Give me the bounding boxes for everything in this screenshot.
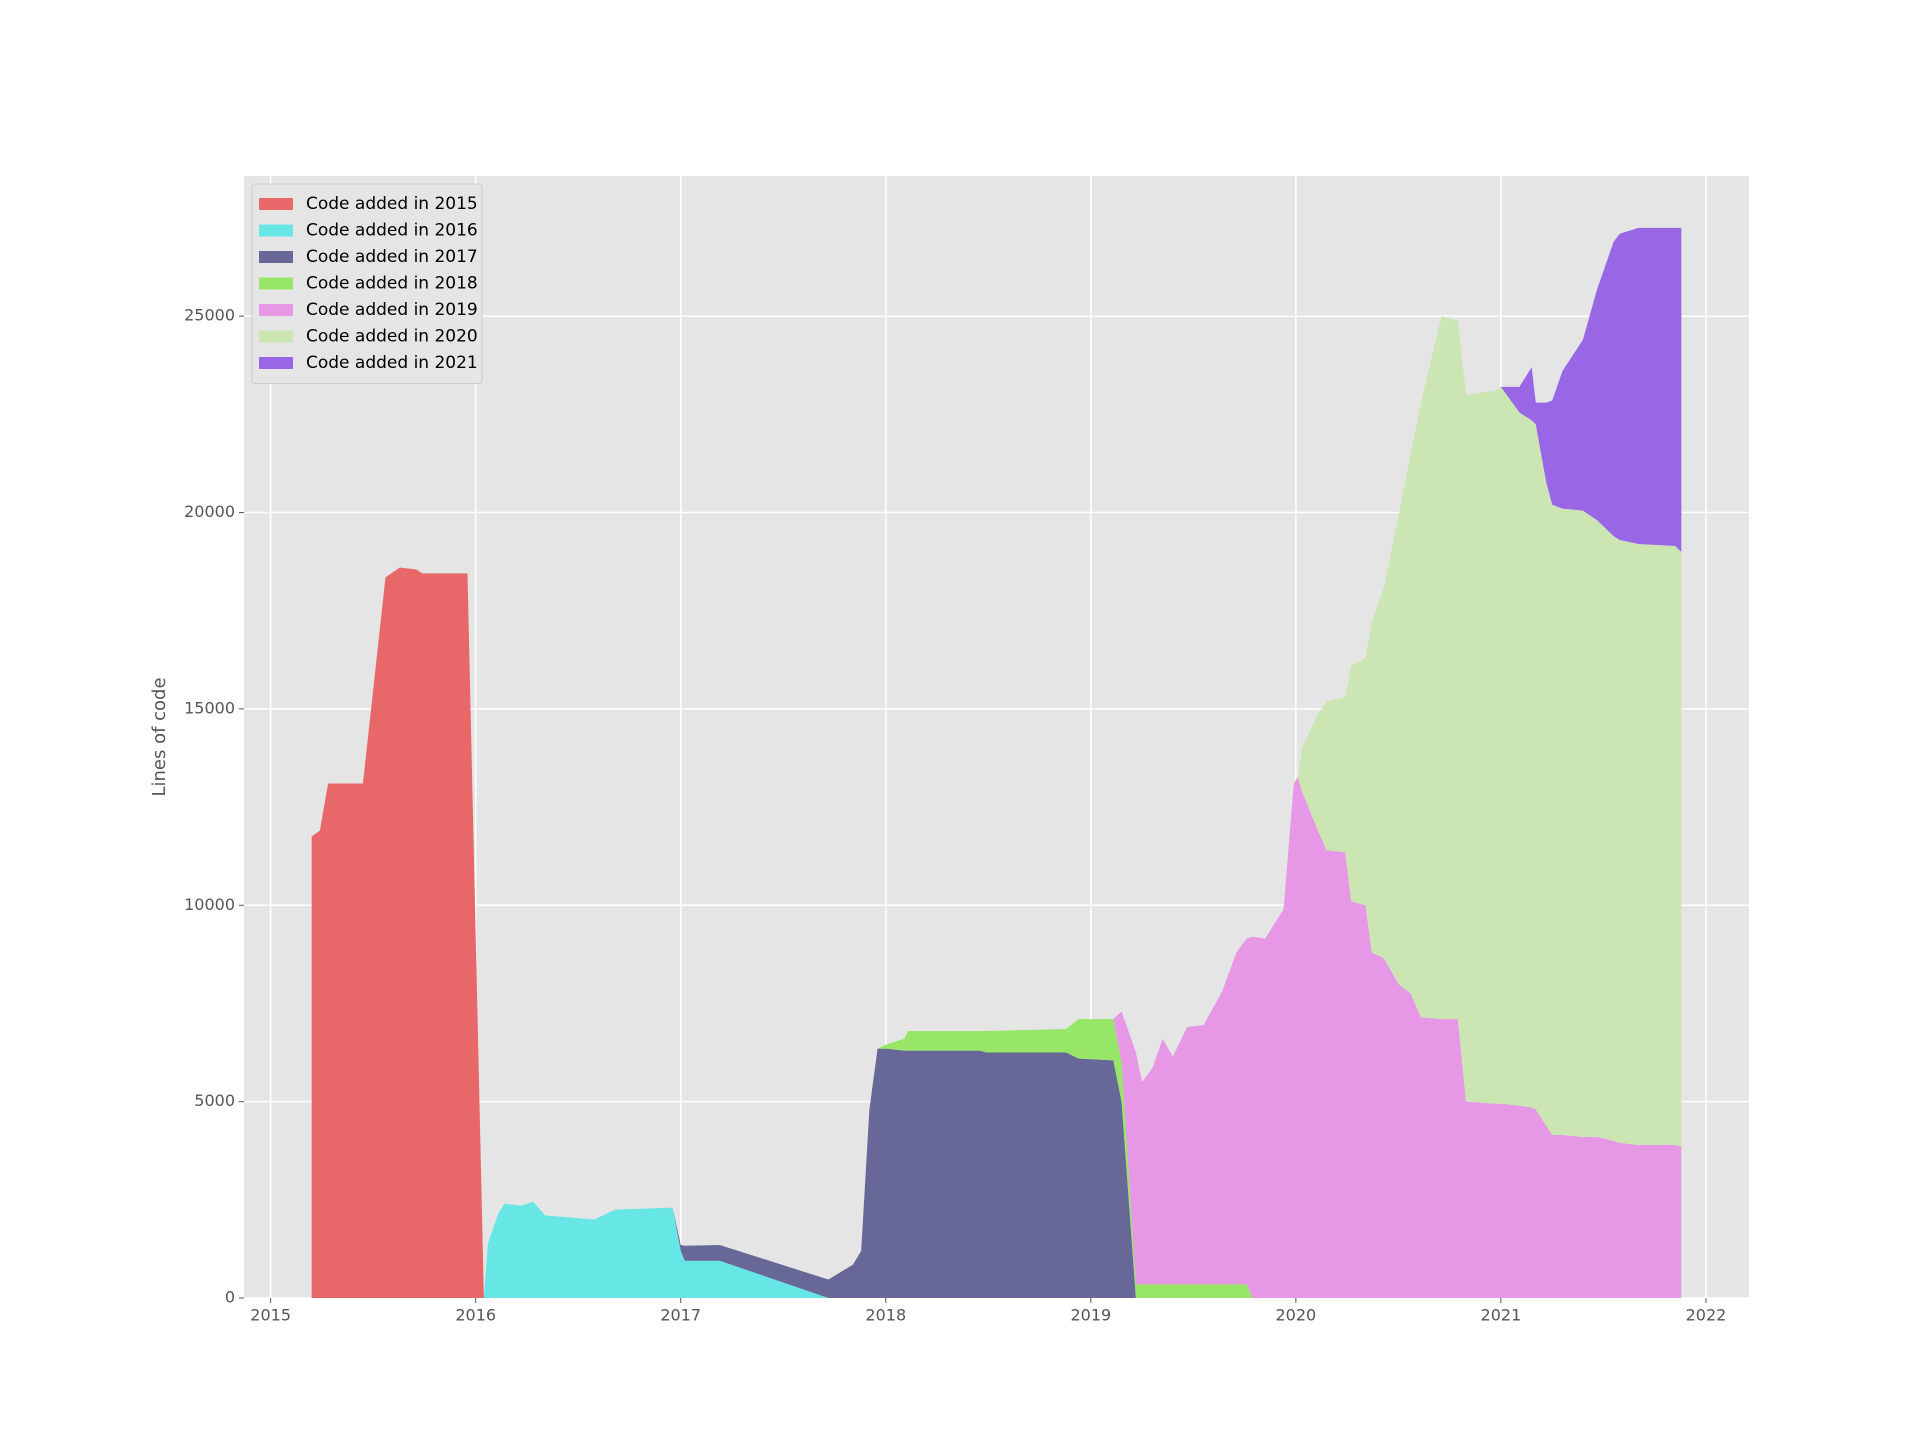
x-tick-label: 2022 [1686,1306,1727,1325]
x-tick-label: 2020 [1276,1306,1317,1325]
legend-swatch [259,224,293,237]
area [311,567,1682,1298]
x-tick-label: 2018 [865,1306,906,1325]
y-axis-label: Lines of code [149,677,170,796]
y-tick-label: 25000 [184,306,235,325]
legend-box [251,183,483,384]
y-tick-label: 5000 [194,1091,235,1110]
x-tick-label: 2021 [1481,1306,1522,1325]
legend-label: Code added in 2016 [306,221,478,241]
legend-swatch [259,330,293,343]
y-tick-label: 0 [225,1288,235,1307]
legend-label: Code added in 2020 [306,327,478,347]
legend-label: Code added in 2021 [306,353,478,373]
legend-swatch [259,251,293,263]
x-tick-label: 2016 [455,1306,496,1325]
legend-label: Code added in 2015 [306,194,478,214]
legend-label: Code added in 2018 [306,274,478,294]
area [311,567,1682,1298]
legend-swatch [259,357,293,369]
legend-label: Code added in 2017 [306,247,478,267]
legend-swatch [259,277,293,290]
y-tick-label: 10000 [184,895,235,914]
x-tick-label: 2017 [660,1306,701,1325]
legend-label: Code added in 2019 [306,300,478,320]
legend-swatch [259,198,293,210]
area [311,567,1682,1298]
x-tick-label: 2019 [1070,1306,1111,1325]
y-tick-label: 20000 [184,502,235,521]
legend-swatch [259,304,293,316]
area [311,316,1682,1298]
y-tick-label: 15000 [184,698,235,717]
x-tick-label: 2015 [250,1306,291,1325]
